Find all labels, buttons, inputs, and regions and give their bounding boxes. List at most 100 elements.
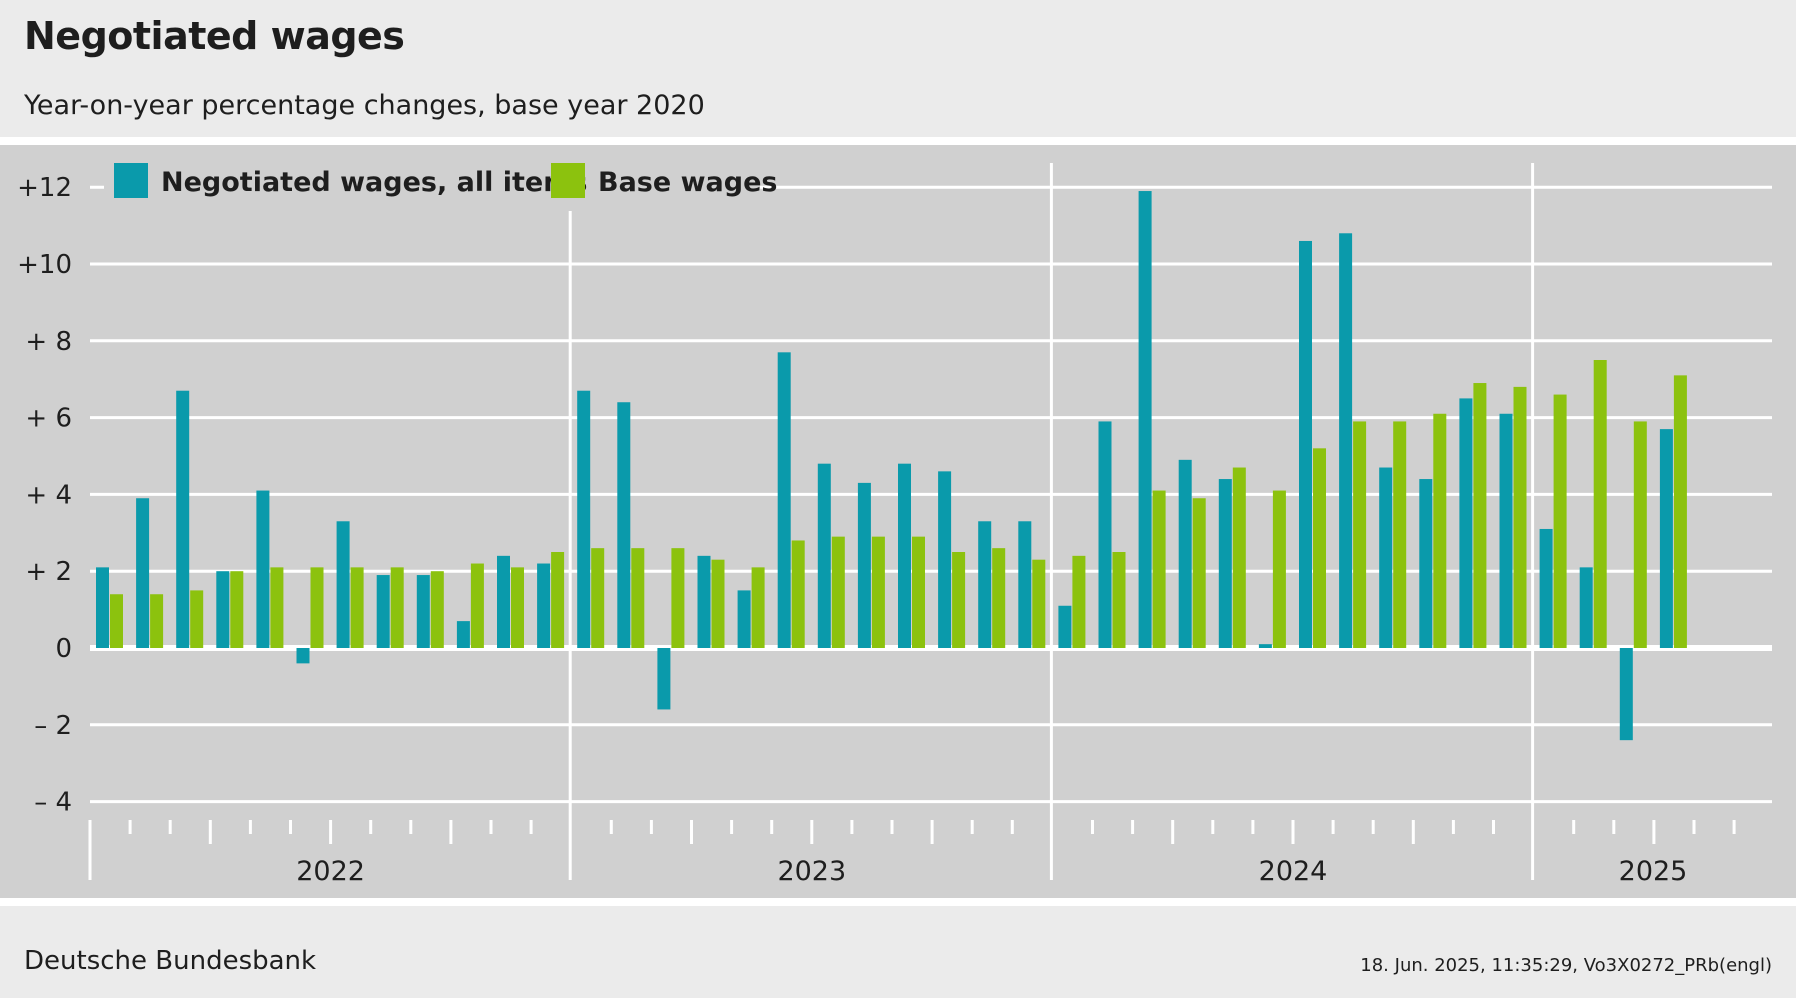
bar-base-wages (992, 548, 1006, 648)
y-tick-label: +12 (17, 173, 72, 203)
bar-base-wages (1633, 421, 1647, 648)
bar-negotiated-wages (1459, 398, 1473, 648)
bar-negotiated-wages (978, 521, 992, 648)
bar-base-wages (631, 548, 645, 648)
bar-negotiated-wages (777, 352, 791, 648)
bar-negotiated-wages (136, 498, 150, 648)
bar-negotiated-wages (697, 555, 711, 648)
bar-negotiated-wages (1419, 479, 1433, 648)
bar-base-wages (871, 536, 885, 648)
bar-base-wages (430, 571, 444, 648)
bar-negotiated-wages (577, 390, 591, 648)
bar-negotiated-wages (176, 390, 190, 648)
bar-negotiated-wages (617, 402, 631, 648)
y-tick-label: + 4 (25, 480, 72, 510)
bar-negotiated-wages (216, 571, 230, 648)
y-tick-label: 0 (55, 634, 72, 664)
bar-base-wages (1232, 467, 1246, 648)
bar-base-wages (711, 559, 725, 648)
bar-base-wages (551, 552, 565, 648)
bar-base-wages (110, 594, 123, 648)
timestamp-label: 18. Jun. 2025, 11:35:29, Vo3X0272_PRb(en… (1360, 955, 1772, 976)
bar-base-wages (952, 552, 966, 648)
bar-base-wages (1192, 498, 1206, 648)
axis-layer: – 4 – 2 0 + 2 + 4 + 6 + 8 +10 +12 2022 2023 2024 202… (17, 173, 1736, 887)
bar-negotiated-wages (1579, 567, 1593, 648)
bars-layer (96, 191, 1687, 741)
bar-negotiated-wages (537, 563, 551, 648)
bar-base-wages (1353, 421, 1367, 648)
bar-base-wages (1072, 555, 1086, 648)
bar-negotiated-wages (1058, 605, 1072, 648)
source-label: Deutsche Bundesbank (24, 946, 317, 976)
legend-label-series1: Negotiated wages, all items (161, 167, 587, 198)
bar-base-wages (1513, 386, 1527, 648)
bar-negotiated-wages (657, 648, 671, 710)
bar-base-wages (671, 548, 685, 648)
bar-base-wages (1673, 375, 1687, 648)
bar-negotiated-wages (416, 575, 430, 648)
y-tick-label: + 2 (25, 557, 72, 587)
bar-negotiated-wages (1098, 421, 1112, 648)
legend-swatch-series1 (114, 163, 148, 198)
bar-negotiated-wages (1218, 479, 1232, 648)
bar-negotiated-wages (376, 575, 390, 648)
bar-base-wages (912, 536, 925, 648)
x-year-label: 2023 (777, 856, 846, 887)
bar-base-wages (591, 548, 605, 648)
bar-negotiated-wages (296, 648, 310, 664)
x-year-label: 2025 (1619, 856, 1688, 887)
bar-negotiated-wages (1299, 240, 1312, 648)
bar-negotiated-wages (1499, 413, 1513, 648)
bar-negotiated-wages (1339, 233, 1353, 648)
y-tick-label: – 2 (34, 711, 72, 741)
x-year-label: 2022 (296, 856, 365, 887)
legend-bg (104, 165, 760, 211)
bar-negotiated-wages (857, 482, 871, 648)
bar-base-wages (1032, 559, 1046, 648)
bar-base-wages (230, 571, 244, 648)
bar-base-wages (831, 536, 845, 648)
bar-negotiated-wages (336, 521, 350, 648)
bar-negotiated-wages (256, 490, 270, 648)
bar-negotiated-wages (1178, 459, 1192, 648)
y-tick-label: – 4 (34, 788, 72, 818)
separator-top (0, 137, 1796, 145)
bar-negotiated-wages (96, 567, 109, 648)
bar-base-wages (310, 567, 324, 648)
bar-base-wages (1433, 413, 1447, 648)
bar-base-wages (791, 540, 805, 648)
bar-negotiated-wages (497, 555, 510, 648)
bar-negotiated-wages (817, 463, 831, 648)
bar-negotiated-wages (1379, 467, 1393, 648)
bar-negotiated-wages (1018, 521, 1032, 648)
bar-negotiated-wages (938, 471, 952, 648)
bar-base-wages (190, 590, 204, 648)
bar-negotiated-wages (1619, 648, 1633, 741)
chart-subtitle: Year-on-year percentage changes, base ye… (24, 90, 705, 121)
bar-base-wages (1313, 448, 1326, 648)
bar-base-wages (511, 567, 524, 648)
bar-negotiated-wages (1659, 429, 1673, 648)
bar-base-wages (1393, 421, 1407, 648)
bar-base-wages (390, 567, 404, 648)
bar-base-wages (751, 567, 765, 648)
legend-label-series2: Base wages (598, 167, 777, 198)
bar-base-wages (350, 567, 364, 648)
chart-header: Negotiated wages Year-on-year percentage… (0, 0, 1796, 137)
y-tick-label: +10 (17, 250, 72, 280)
bar-base-wages (150, 594, 164, 648)
legend: Negotiated wages, all items Base wages (104, 163, 777, 211)
separator-bottom (0, 898, 1796, 906)
bar-base-wages (1553, 394, 1567, 648)
bar-negotiated-wages (456, 621, 470, 648)
bar-negotiated-wages (898, 463, 911, 648)
bar-negotiated-wages (737, 590, 751, 648)
bar-base-wages (470, 563, 484, 648)
bar-base-wages (1152, 490, 1166, 648)
x-year-label: 2024 (1259, 856, 1328, 887)
bar-base-wages (270, 567, 284, 648)
bar-base-wages (1272, 490, 1286, 648)
bar-negotiated-wages (1258, 644, 1272, 648)
